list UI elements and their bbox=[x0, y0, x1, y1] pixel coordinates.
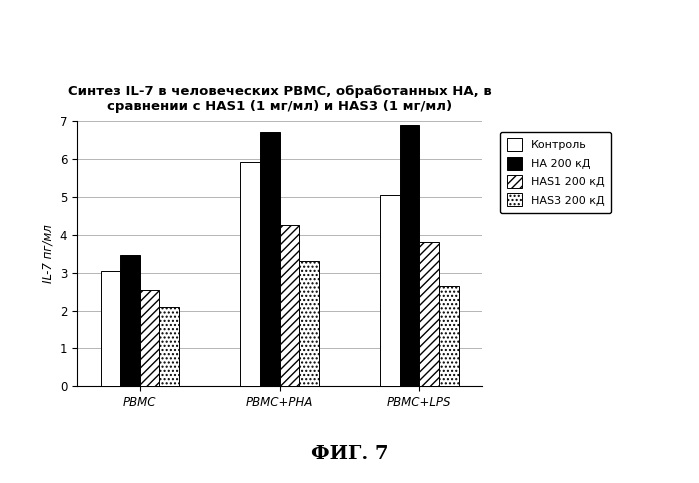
Y-axis label: IL-7 пг/мл: IL-7 пг/мл bbox=[41, 224, 54, 283]
Bar bbox=[159, 307, 179, 386]
Text: ФИГ. 7: ФИГ. 7 bbox=[311, 445, 388, 463]
Bar bbox=[299, 261, 319, 386]
Bar bbox=[120, 256, 140, 386]
Bar bbox=[439, 286, 459, 386]
Legend: Контроль, НА 200 кД, HAS1 200 кД, HAS3 200 кД: Контроль, НА 200 кД, HAS1 200 кД, HAS3 2… bbox=[500, 132, 612, 213]
Bar bbox=[419, 242, 439, 386]
Bar bbox=[240, 162, 260, 386]
Bar bbox=[140, 290, 159, 386]
Bar bbox=[280, 225, 299, 386]
Bar bbox=[101, 270, 120, 386]
Bar bbox=[260, 132, 280, 386]
Bar bbox=[400, 125, 419, 386]
Title: Синтез IL-7 в человеческих PBMC, обработанных НА, в
сравнении с HAS1 (1 мг/мл) и: Синтез IL-7 в человеческих PBMC, обработ… bbox=[68, 85, 491, 113]
Bar bbox=[380, 195, 400, 386]
